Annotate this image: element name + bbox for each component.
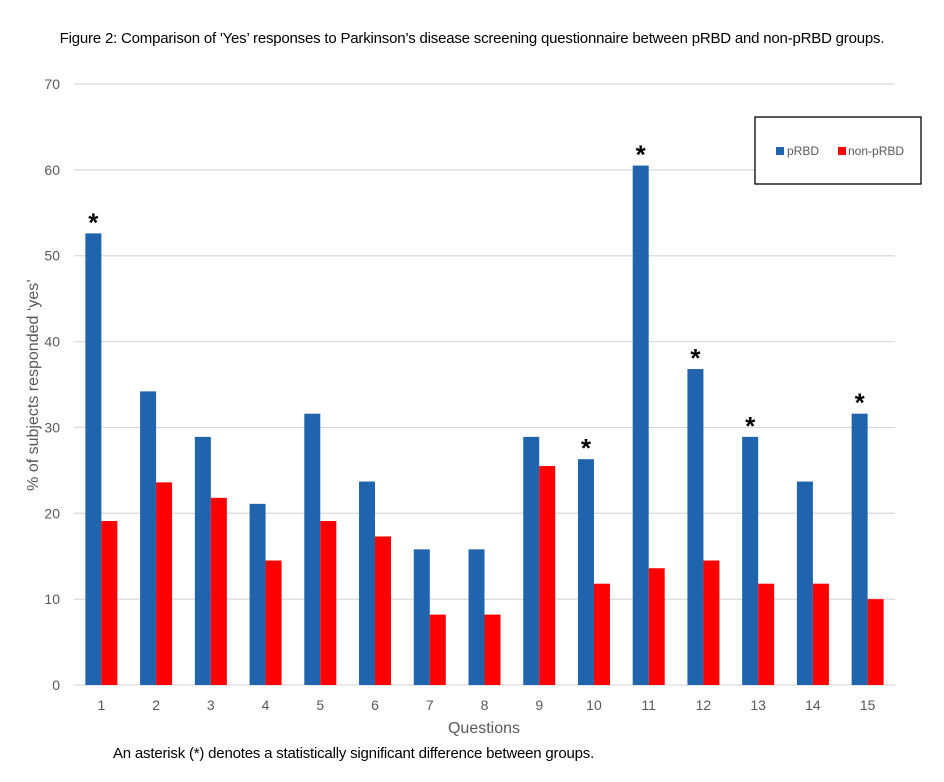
significance-asterisk: * [581,433,592,463]
x-tick-label: 10 [586,697,602,713]
x-tick-label: 15 [860,697,876,713]
footnote: An asterisk (*) denotes a statistically … [113,745,595,762]
bar-prbd-q3 [194,436,211,685]
significance-asterisk: * [88,207,99,237]
bar-prbd-q12 [687,369,704,685]
bar-prbd-q2 [140,391,157,685]
x-tick-label: 4 [262,697,270,713]
bar-prbd-q11 [632,165,649,686]
bar-prbd-q5 [304,413,321,685]
figure-title: Figure 2: Comparison of 'Yes’ responses … [59,30,885,47]
x-tick-label: 13 [750,697,766,713]
bar-non-prbd-q4 [265,560,282,685]
significance-markers: * * * * * * [88,140,865,464]
y-tick-label: 20 [44,505,60,521]
bar-non-prbd-q9 [539,466,556,685]
x-axis-title: Questions [448,720,520,737]
bar-prbd-q4 [249,503,266,685]
x-tick-label: 14 [805,697,821,713]
significance-asterisk: * [636,140,647,170]
y-tick-label: 0 [52,677,60,693]
y-tick-labels: 0 10 20 30 40 50 60 70 [44,76,60,693]
significance-asterisk: * [690,343,701,373]
x-tick-label: 12 [696,697,712,713]
bar-prbd-q6 [359,481,376,685]
significance-asterisk: * [745,411,756,441]
x-tick-label: 1 [97,697,105,713]
bar-non-prbd-q8 [484,614,501,685]
legend: pRBD non-pRBD [754,116,922,185]
y-axis-title: % of subjects responded ‘yes’ [25,279,42,491]
bar-prbd-q1 [85,233,102,686]
bar-prbd-q14 [796,481,813,685]
bar-prbd-q7 [413,549,430,685]
bar-prbd-q13 [742,436,759,685]
bar-prbd-q15 [851,413,868,685]
y-tick-label: 70 [44,76,60,92]
bar-non-prbd-q15 [867,599,884,685]
bar-prbd-q9 [523,436,540,685]
x-tick-labels: 1 2 3 4 5 6 7 8 9 10 11 12 13 14 15 [97,697,875,713]
bar-non-prbd-q12 [703,560,720,685]
x-tick-label: 3 [207,697,215,713]
x-tick-label: 8 [481,697,489,713]
bar-non-prbd-q6 [375,536,392,685]
legend-label-prbd: pRBD [787,144,819,158]
bar-non-prbd-q2 [156,482,173,685]
x-tick-label: 6 [371,697,379,713]
bar-non-prbd-q1 [101,521,118,685]
significance-asterisk: * [855,388,866,418]
bar-prbd-q8 [468,549,485,685]
x-tick-label: 5 [316,697,324,713]
legend-label-non-prbd: non-pRBD [848,144,904,158]
bar-non-prbd-q13 [758,583,775,685]
bar-non-prbd-q14 [812,583,829,685]
y-tick-label: 40 [44,334,60,350]
y-tick-label: 10 [44,591,60,607]
legend-swatch-non-prbd [838,147,846,155]
x-tick-label: 11 [641,697,656,713]
bar-non-prbd-q5 [320,521,337,685]
bar-prbd-q10 [577,459,594,685]
y-tick-label: 30 [44,419,60,435]
bar-non-prbd-q11 [648,568,665,685]
bars [85,165,884,686]
bar-non-prbd-q7 [429,614,446,685]
bar-non-prbd-q3 [210,497,227,685]
bar-non-prbd-q10 [593,583,610,685]
legend-swatch-prbd [776,147,784,155]
x-tick-label: 7 [426,697,434,713]
x-tick-label: 9 [535,697,543,713]
y-tick-label: 50 [44,248,60,264]
y-tick-label: 60 [44,162,60,178]
x-tick-label: 2 [152,697,160,713]
